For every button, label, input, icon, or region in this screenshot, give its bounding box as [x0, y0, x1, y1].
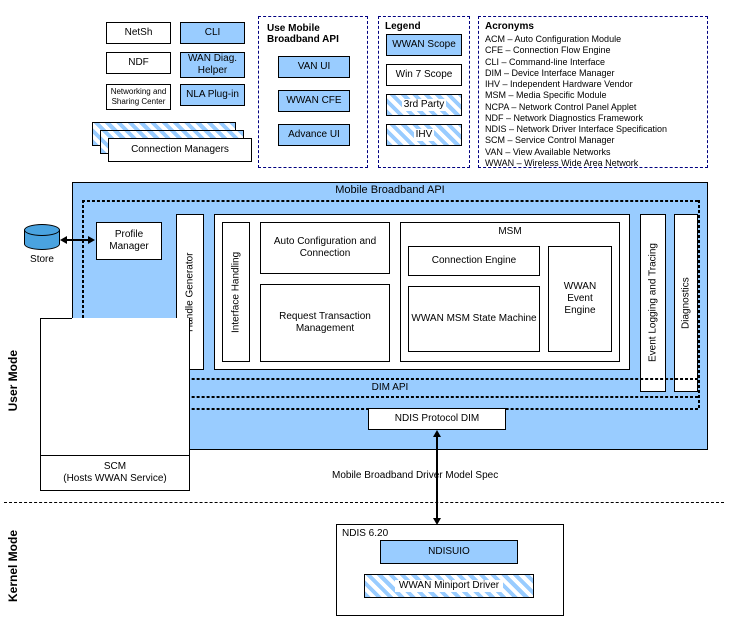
cli-box: CLI	[180, 22, 245, 44]
conn-mgr-box: Connection Managers	[108, 138, 252, 162]
legend-ihv: IHV	[386, 124, 462, 146]
acronym-item: NCPA – Network Control Panel Applet	[485, 102, 701, 113]
acronyms-group: Acronyms ACM – Auto Configuration Module…	[478, 16, 708, 168]
interface-handling-box: Interface Handling	[222, 222, 250, 362]
ndisuio-box: NDISUIO	[380, 540, 518, 564]
acronyms-title: Acronyms	[483, 21, 703, 32]
auto-config-box: Auto Configuration and Connection	[260, 222, 390, 274]
diagnostics-box: Diagnostics	[674, 214, 698, 392]
acronym-item: SCM – Service Control Manager	[485, 135, 701, 146]
api-group-title: Use Mobile Broadband API	[263, 21, 363, 47]
state-machine-box: WWAN MSM State Machine	[408, 286, 540, 352]
legend-title: Legend	[383, 21, 465, 32]
profile-manager-box: Profile Manager	[96, 222, 162, 260]
scm-box: SCM (Hosts WWAN Service)	[40, 455, 190, 491]
mbapi-label: Mobile Broadband API	[72, 184, 708, 196]
rtm-box: Request Transaction Management	[260, 284, 390, 362]
wan-diag-box: WAN Diag. Helper	[180, 52, 245, 78]
acronym-item: CFE – Connection Flow Engine	[485, 45, 701, 56]
acronym-item: NDIS – Network Driver Interface Specific…	[485, 124, 701, 135]
kernel-mode-label: Kernel Mode	[6, 530, 20, 602]
miniport-box: WWAN Miniport Driver	[364, 574, 534, 598]
event-engine-box: WWAN Event Engine	[548, 246, 612, 352]
acronym-item: DIM – Device Interface Manager	[485, 68, 701, 79]
acronym-item: NDF – Network Diagnostics Framework	[485, 113, 701, 124]
msm-title: MSM	[400, 226, 620, 237]
acronym-item: WWAN – Wireless Wide Area Network	[485, 158, 701, 169]
nla-box: NLA Plug-in	[180, 84, 245, 106]
connection-engine-box: Connection Engine	[408, 246, 540, 276]
acronyms-list: ACM – Auto Configuration ModuleCFE – Con…	[483, 34, 703, 169]
logging-box: Event Logging and Tracing	[640, 214, 666, 392]
wwan-cfe-box: WWAN CFE	[278, 90, 350, 112]
store-label: Store	[24, 254, 60, 265]
legend-win7-scope: Win 7 Scope	[386, 64, 462, 86]
acronym-item: CLI – Command-line Interface	[485, 57, 701, 68]
nsc-box: Networking and Sharing Center	[106, 84, 171, 110]
advance-ui-box: Advance UI	[278, 124, 350, 146]
netsh-box: NetSh	[106, 22, 171, 44]
acronym-item: MSM – Media Specific Module	[485, 90, 701, 101]
van-ui-box: VAN UI	[278, 56, 350, 78]
ndis-620-label: NDIS 6.20	[342, 528, 388, 539]
store-arrow	[66, 239, 90, 241]
legend-wwan-scope: WWAN Scope	[386, 34, 462, 56]
mode-divider	[4, 502, 724, 503]
acronym-item: ACM – Auto Configuration Module	[485, 34, 701, 45]
ndis-protocol-dim-box: NDIS Protocol DIM	[368, 408, 506, 430]
ndf-box: NDF	[106, 52, 171, 74]
user-mode-label: User Mode	[6, 350, 20, 411]
driver-spec-label: Mobile Broadband Driver Model Spec	[332, 470, 498, 481]
legend-third-party: 3rd Party	[386, 94, 462, 116]
acronym-item: IHV – Independent Hardware Vendor	[485, 79, 701, 90]
acronym-item: VAN – View Available Networks	[485, 147, 701, 158]
